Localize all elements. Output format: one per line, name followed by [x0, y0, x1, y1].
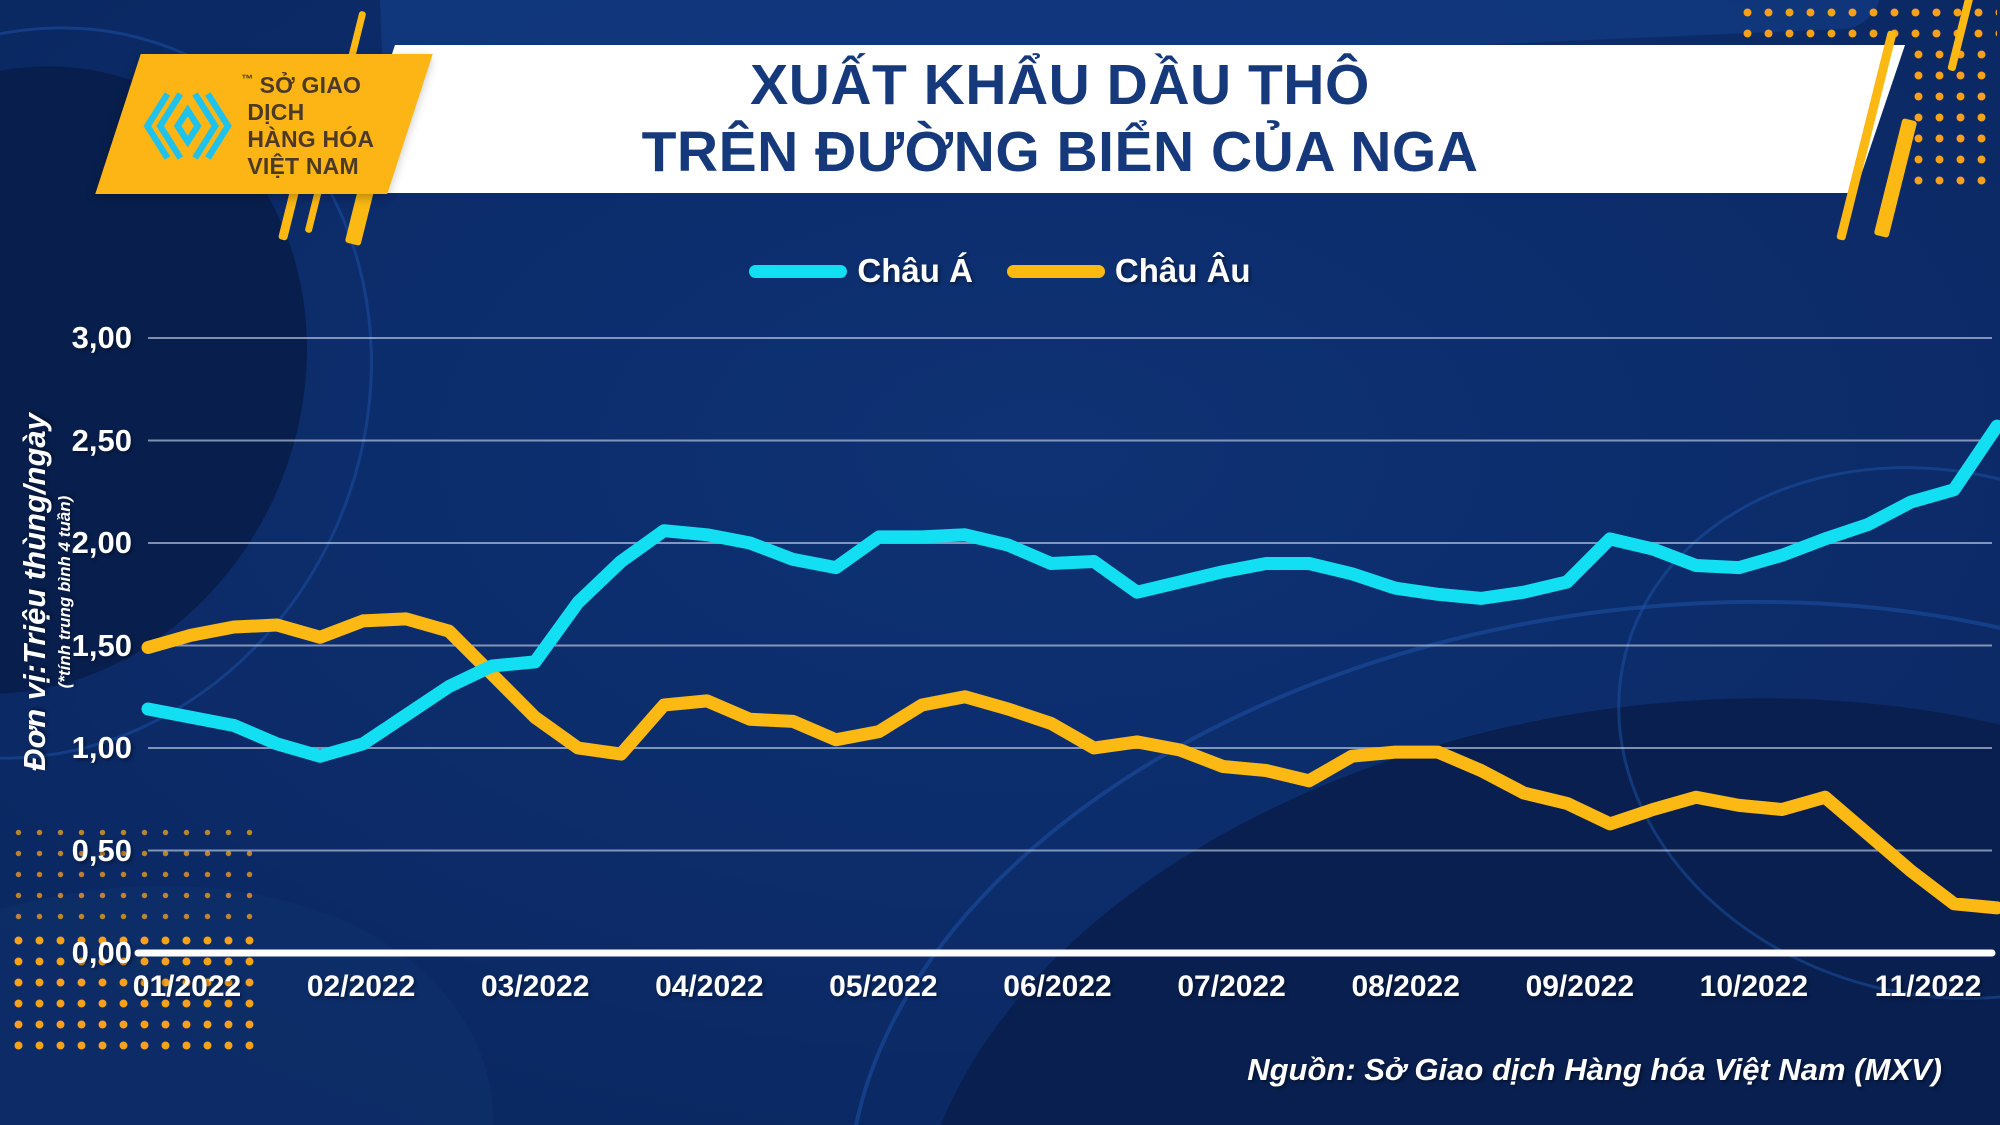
swoosh-mid-right-arc — [1559, 399, 2000, 1067]
chart-title-line1: XUẤT KHẨU DẦU THÔ — [750, 53, 1370, 117]
x-tick-label: 05/2022 — [829, 970, 938, 1003]
slash-right-thick — [1873, 117, 1918, 239]
x-tick-label: 01/2022 — [132, 970, 242, 1003]
mxv-logo: ™ SỞ GIAO DỊCH HÀNG HÓA VIỆT NAM — [140, 70, 410, 182]
legend-swatch-chau-a — [749, 264, 848, 278]
slash-corner — [1947, 0, 1977, 72]
trademark-symbol: ™ — [241, 72, 254, 86]
logo-line2: HÀNG HÓA — [247, 126, 375, 152]
x-tick-label: 09/2022 — [1525, 970, 1635, 1003]
y-axis-title-main: Đơn vị:Triệu thùng/ngày — [17, 413, 52, 771]
series-line-chau-a — [141, 419, 2000, 763]
dot-grid-top-right-strip — [1737, 2, 1997, 44]
mxv-logo-mark-icon — [143, 92, 232, 160]
y-tick-label: 2,50 — [71, 422, 132, 458]
chart-title-line2: TRÊN ĐƯỜNG BIỂN CỦA NGA — [641, 120, 1479, 184]
legend-label-chau-au: Châu Âu — [1114, 252, 1251, 289]
mxv-logo-text: ™ SỞ GIAO DỊCH HÀNG HÓA VIỆT NAM — [241, 72, 410, 180]
logo-line1: SỞ GIAO DỊCH — [247, 72, 362, 125]
swoosh-bottom-right-fill — [849, 603, 2000, 1125]
y-tick-label: 1,50 — [71, 627, 132, 663]
y-axis-title: Đơn vị:Triệu thùng/ngày (*tính trung bìn… — [17, 413, 75, 771]
x-tick-label: 03/2022 — [480, 970, 590, 1003]
legend-label-chau-a: Châu Á — [857, 252, 973, 289]
chart-title: XUẤT KHẨU DẦU THÔ TRÊN ĐƯỜNG BIỂN CỦA NG… — [360, 52, 1760, 186]
y-tick-label: 0,00 — [71, 935, 132, 970]
source-credit: Nguồn: Sở Giao dịch Hàng hóa Việt Nam (M… — [1247, 1052, 1942, 1087]
logo-line3: VIỆT NAM — [247, 153, 359, 179]
x-tick-label: 08/2022 — [1351, 970, 1460, 1003]
series-line-chau-au — [141, 612, 2000, 915]
legend-item-chau-au: Châu Âu — [1006, 252, 1251, 290]
legend: Châu Á Châu Âu — [0, 252, 2000, 290]
y-tick-label: 1,00 — [71, 730, 132, 765]
x-tick-label: 02/2022 — [306, 970, 416, 1003]
y-tick-label: 3,00 — [71, 320, 132, 355]
x-tick-label: 11/2022 — [1874, 970, 1982, 1003]
y-axis-title-note: (*tính trung bình 4 tuần) — [55, 495, 74, 689]
x-tick-label: 07/2022 — [1177, 970, 1286, 1003]
x-tick-label: 06/2022 — [1003, 970, 1112, 1003]
legend-item-chau-a: Châu Á — [749, 252, 973, 290]
x-tick-label: 04/2022 — [655, 970, 764, 1003]
y-tick-label: 0,50 — [71, 832, 132, 868]
title-banner — [345, 45, 1905, 193]
dot-grid-top-right — [1908, 44, 1998, 194]
legend-swatch-chau-au — [1006, 264, 1105, 278]
swoosh-bottom-right-arc — [776, 498, 2000, 1125]
x-tick-label: 10/2022 — [1699, 970, 1809, 1003]
y-tick-label: 2,00 — [71, 525, 132, 560]
